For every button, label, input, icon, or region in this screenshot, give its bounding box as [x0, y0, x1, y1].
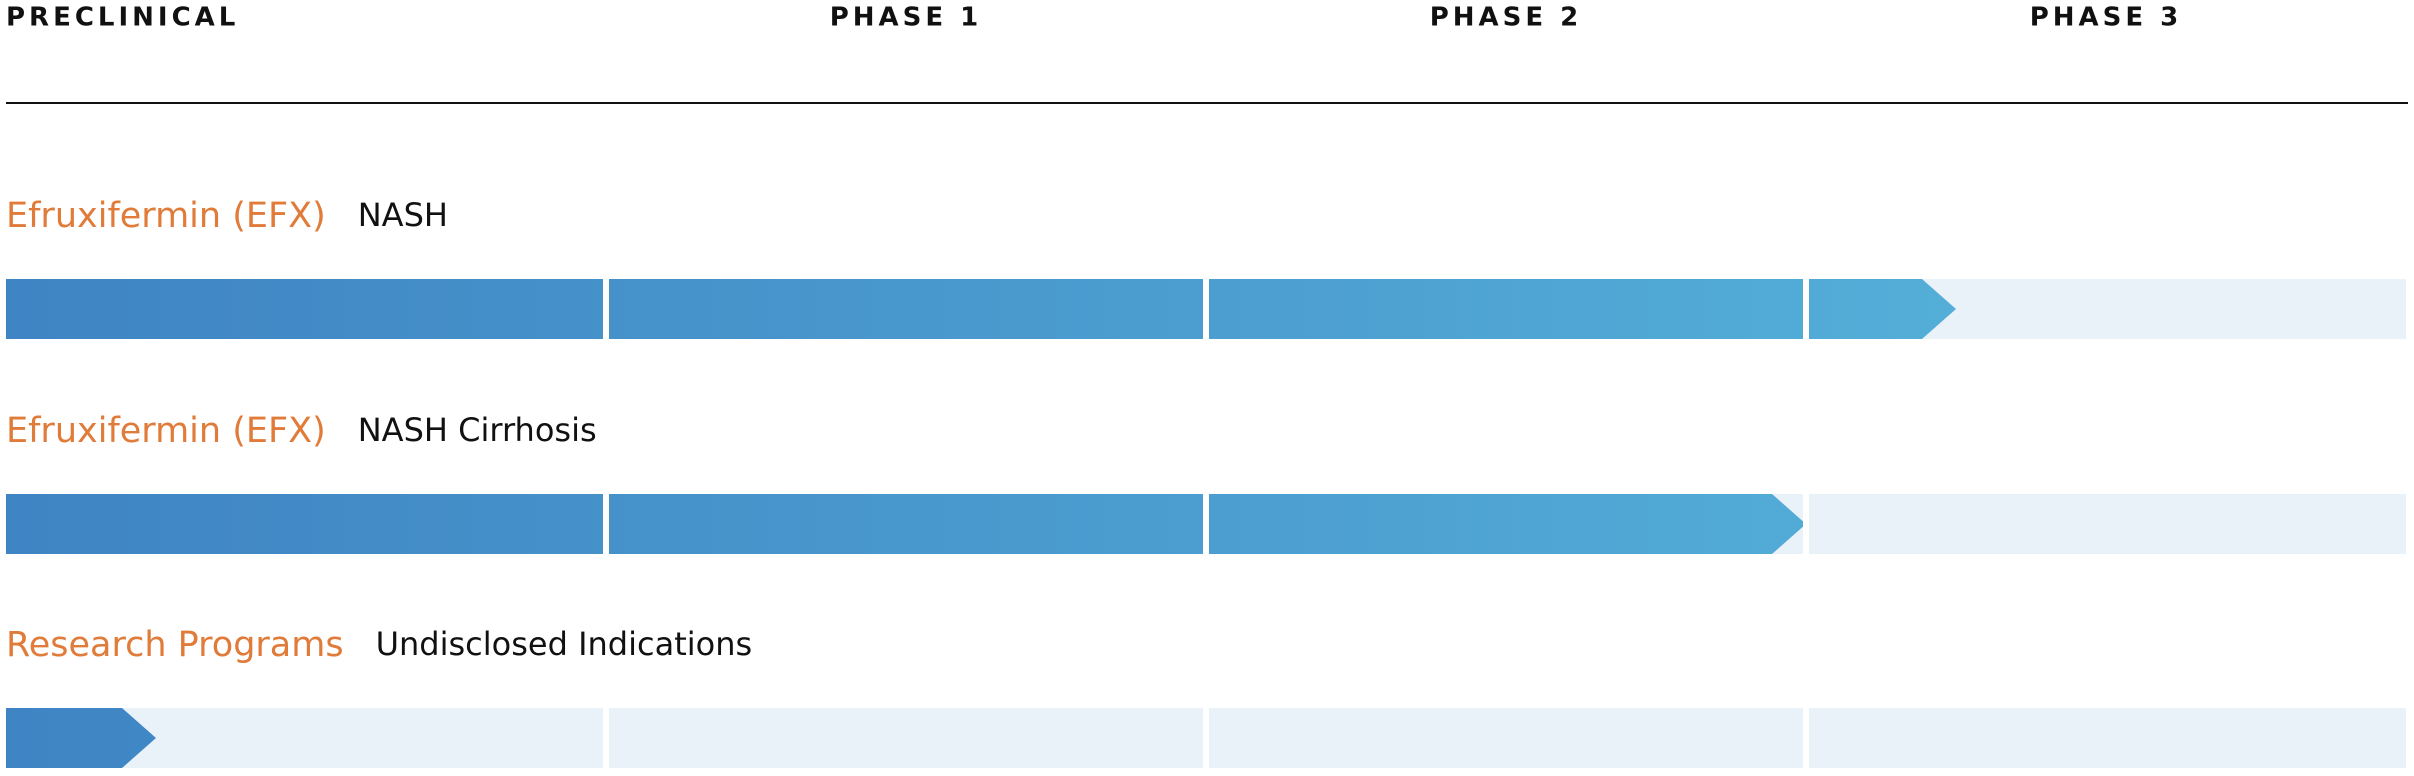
phase-divider — [1203, 494, 1209, 554]
progress-bar — [6, 708, 156, 768]
progress-bar — [6, 494, 1806, 554]
phase-divider — [1203, 279, 1209, 339]
phase-label: PHASE 1 — [830, 3, 983, 33]
phase-divider — [1803, 494, 1809, 554]
program-name: Efruxifermin (EFX) — [6, 196, 326, 236]
phase-label: PHASE 3 — [2030, 3, 2183, 33]
phase-label: PRECLINICAL — [6, 3, 239, 33]
phase-divider — [603, 708, 609, 768]
phase-divider — [1203, 708, 1209, 768]
phase-label: PHASE 2 — [1430, 3, 1583, 33]
phase-divider — [1803, 708, 1809, 768]
indication: NASH Cirrhosis — [358, 411, 597, 449]
progress-bar — [6, 279, 1956, 339]
indication: NASH — [358, 196, 448, 234]
phase-divider — [603, 279, 609, 339]
program-name: Efruxifermin (EFX) — [6, 411, 326, 451]
program-name: Research Programs — [6, 625, 344, 665]
indication: Undisclosed Indications — [376, 625, 753, 663]
phase-divider — [603, 494, 609, 554]
phase-divider — [1803, 279, 1809, 339]
